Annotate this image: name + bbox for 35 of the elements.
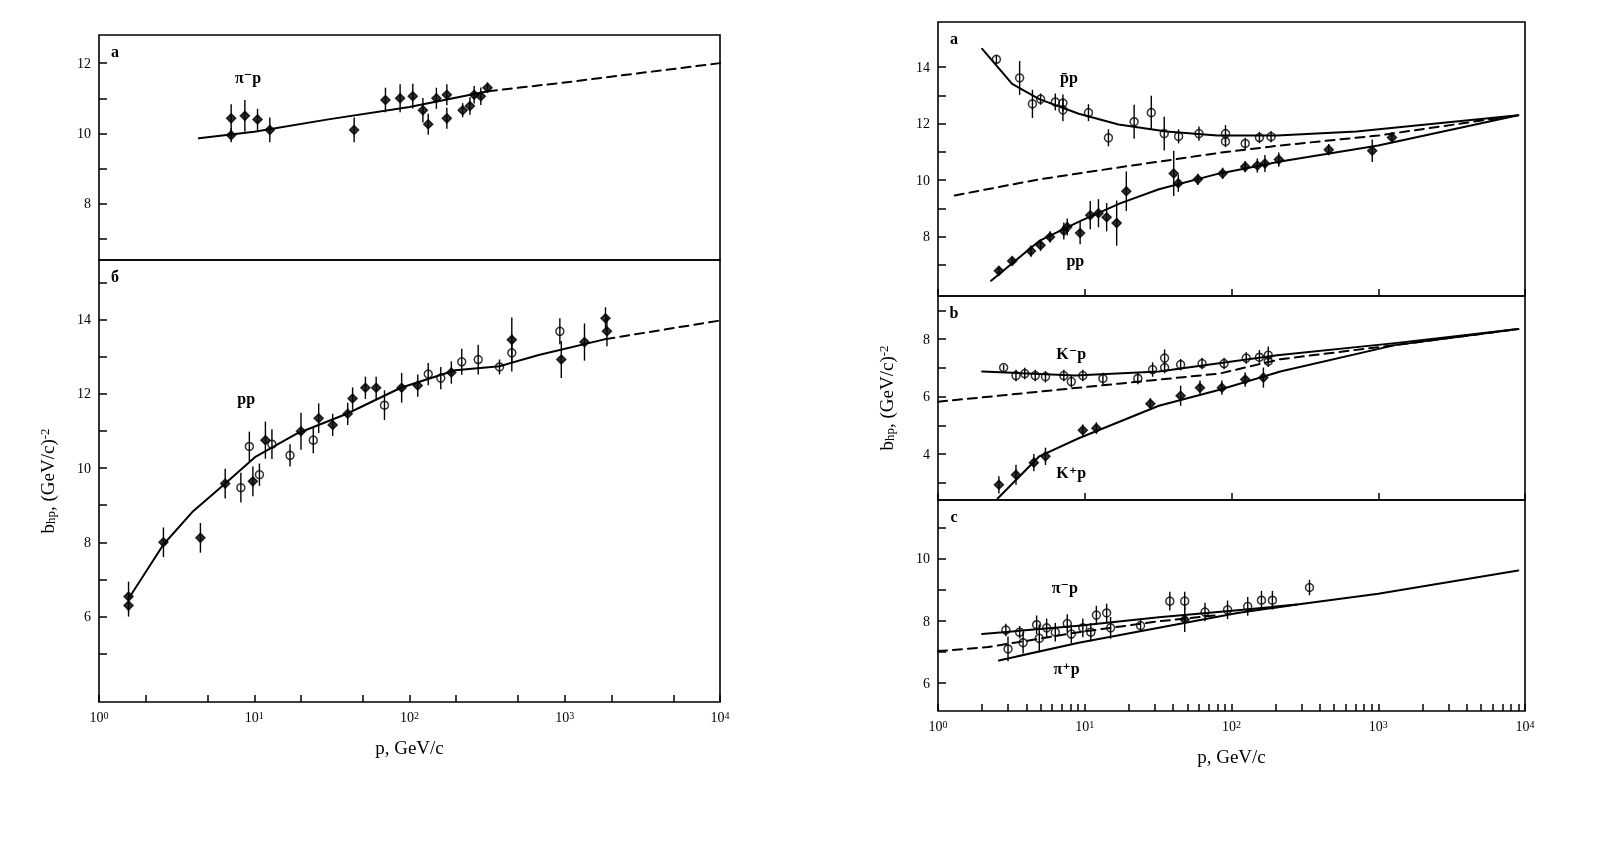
annotation: pp bbox=[237, 389, 256, 408]
y-tick-label: 8 bbox=[84, 534, 91, 550]
y-axis-title: bhp, (GeV/c)-2 bbox=[37, 428, 59, 534]
y-axis-title: bhp, (GeV/c)-2 bbox=[876, 345, 898, 451]
y-tick-label: 6 bbox=[923, 675, 930, 691]
x-axis-title: p, GeV/c bbox=[375, 737, 444, 758]
annotation: b bbox=[949, 303, 959, 321]
y-tick-label: 8 bbox=[84, 196, 91, 212]
y-tick-label: 14 bbox=[77, 311, 91, 327]
annotation: a bbox=[111, 42, 119, 60]
annotation: π⁻p bbox=[234, 69, 262, 88]
annotation: б bbox=[111, 267, 119, 285]
annotation: π⁺p bbox=[1053, 659, 1080, 678]
annotation: K⁺p bbox=[1056, 464, 1087, 483]
y-tick-label: 12 bbox=[77, 386, 91, 402]
y-tick-label: 8 bbox=[923, 229, 930, 245]
annotation: pp bbox=[1066, 252, 1085, 271]
y-tick-label: 6 bbox=[84, 609, 91, 625]
y-tick-label: 10 bbox=[916, 551, 930, 567]
annotation: a bbox=[950, 29, 958, 47]
y-tick-label: 10 bbox=[916, 172, 930, 188]
y-tick-label: 12 bbox=[916, 116, 930, 132]
annotation: p̄p bbox=[1060, 69, 1078, 88]
annotation: π⁻p bbox=[1051, 579, 1078, 598]
x-axis-title: p, GeV/c bbox=[1197, 746, 1266, 767]
y-tick-label: 8 bbox=[923, 613, 930, 629]
y-tick-label: 14 bbox=[916, 59, 930, 75]
y-tick-label: 4 bbox=[923, 446, 930, 462]
y-tick-label: 6 bbox=[923, 389, 930, 405]
annotation: c bbox=[950, 507, 958, 525]
y-tick-label: 8 bbox=[923, 331, 930, 347]
y-tick-label: 10 bbox=[77, 460, 91, 476]
annotation: K⁻p bbox=[1056, 344, 1087, 363]
y-tick-label: 12 bbox=[77, 55, 91, 71]
y-tick-label: 10 bbox=[77, 125, 91, 141]
